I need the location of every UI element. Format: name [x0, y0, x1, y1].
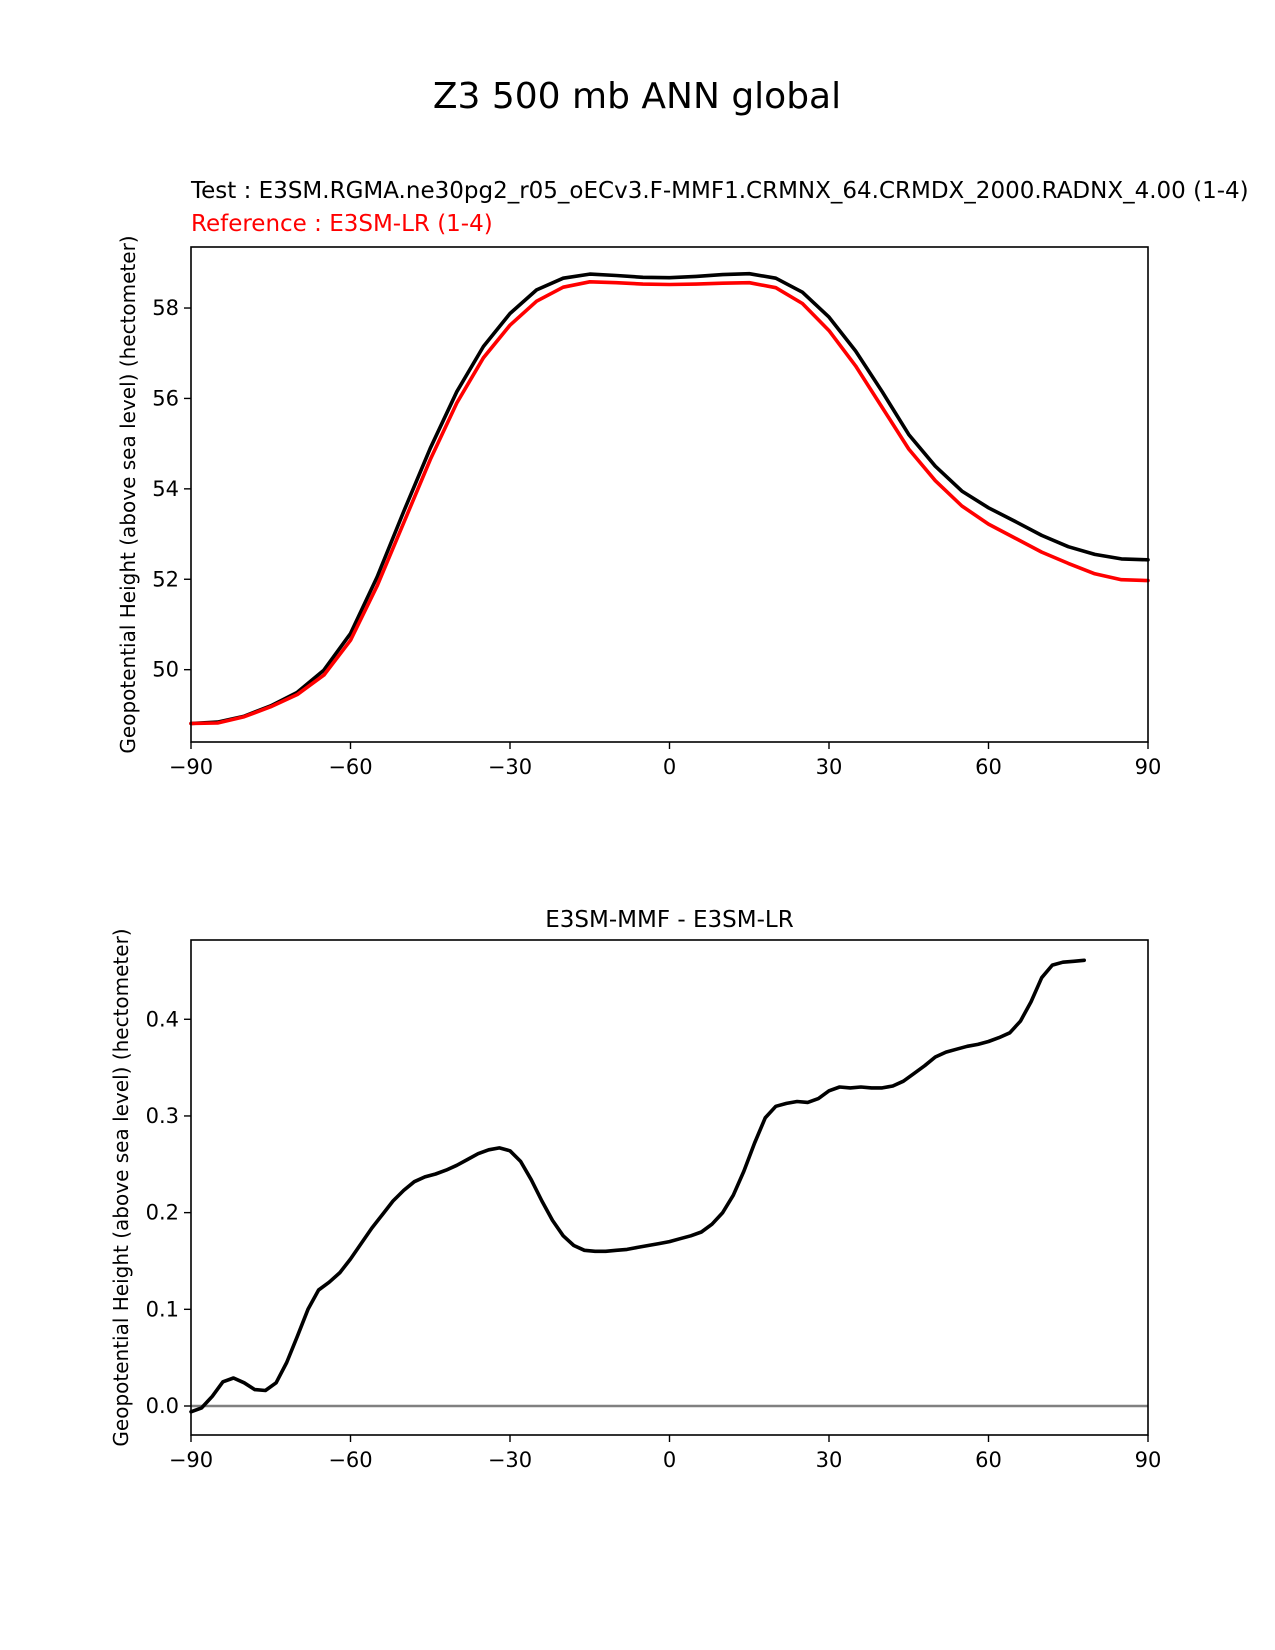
bottom-panel-title: E3SM-MMF - E3SM-LR: [545, 907, 793, 933]
bottom-panel-x-tick-label: 30: [816, 1448, 843, 1472]
top-panel-axes-frame: [190, 246, 1149, 743]
bottom-panel: E3SM-MMF - E3SM-LR −90 −60 −30 0 30 60 90 0.0 0.…: [109, 907, 1161, 1472]
bottom-panel-x-tick-label: 60: [975, 1448, 1002, 1472]
bottom-panel-y-axis-label: Geopotential Height (above sea level) (h…: [109, 928, 133, 1446]
top-panel-y-tick-label: 50: [152, 658, 179, 682]
top-panel-x-tick-label: −90: [169, 755, 213, 779]
top-panel: Test : E3SM.RGMA.ne30pg2_r05_oECv3.F-MMF…: [116, 178, 1249, 779]
top-panel-series: [189, 271, 1150, 726]
bottom-panel-x-tick-label: −60: [328, 1448, 372, 1472]
bottom-panel-series: [189, 958, 1086, 1414]
top-panel-x-tick-label: 0: [663, 755, 676, 779]
top-panel-series-line-1: [189, 271, 1150, 726]
top-panel-y-axis-label: Geopotential Height (above sea level) (h…: [116, 235, 140, 753]
bottom-panel-x-tick-label: 90: [1135, 1448, 1162, 1472]
bottom-panel-y-tick-label: 0.3: [146, 1104, 179, 1128]
top-panel-x-tick-label: 60: [975, 755, 1002, 779]
bottom-panel-x-tick-label: −90: [169, 1448, 213, 1472]
top-panel-x-tick-label: 90: [1135, 755, 1162, 779]
top-panel-y-tick-label: 52: [152, 567, 179, 591]
bottom-panel-y-tick-label: 0.4: [146, 1007, 179, 1031]
top-panel-reference-title: Reference : E3SM-LR (1-4): [191, 211, 493, 237]
top-panel-test-title: Test : E3SM.RGMA.ne30pg2_r05_oECv3.F-MMF…: [190, 178, 1249, 204]
top-panel-series-line-2: [189, 279, 1150, 726]
top-panel-ticks: −90 −60 −30 0 30 60 90 50 52 54 56 58: [152, 296, 1161, 779]
top-panel-y-tick-label: 54: [152, 477, 179, 501]
bottom-panel-x-tick-label: 0: [663, 1448, 676, 1472]
top-panel-y-tick-label: 56: [152, 386, 179, 410]
bottom-panel-axes-frame: [190, 939, 1149, 1436]
bottom-panel-series-line-1: [189, 958, 1086, 1414]
top-panel-x-tick-label: −60: [328, 755, 372, 779]
bottom-panel-y-tick-label: 0.2: [146, 1201, 179, 1225]
bottom-panel-x-tick-label: −30: [488, 1448, 532, 1472]
top-panel-y-tick-label: 58: [152, 296, 179, 320]
top-panel-x-tick-label: −30: [488, 755, 532, 779]
bottom-panel-ticks: −90 −60 −30 0 30 60 90 0.0 0.1 0.2 0.3 0.4: [146, 1007, 1162, 1472]
bottom-panel-y-tick-label: 0.1: [146, 1297, 179, 1321]
bottom-panel-y-tick-label: 0.0: [146, 1394, 179, 1418]
figure-suptitle: Z3 500 mb ANN global: [433, 76, 841, 117]
top-panel-x-tick-label: 30: [816, 755, 843, 779]
